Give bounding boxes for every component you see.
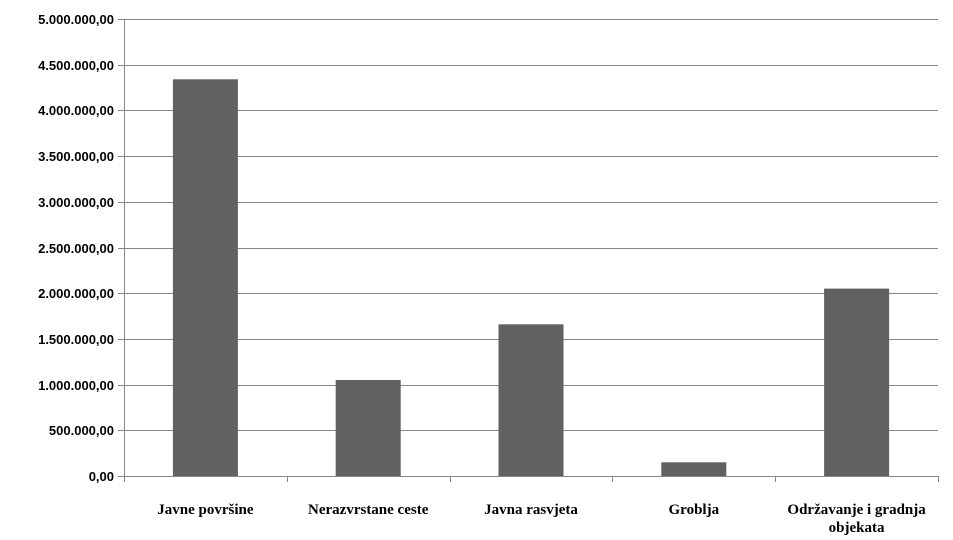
- bar: [498, 324, 564, 476]
- y-tick-label: 3.500.000,00: [38, 149, 114, 164]
- y-tick-label: 1.000.000,00: [38, 378, 114, 393]
- gridlines: [124, 19, 938, 431]
- x-tick-labels: Javne površine Nerazvrstane ceste Javna ra…: [157, 502, 926, 536]
- bar: [335, 380, 401, 476]
- y-tick-labels: 0,00 500.000,00 1.000.000,00 1.500.000,00 2.…: [38, 12, 114, 484]
- bars: [172, 79, 890, 477]
- y-tick-label: 2.000.000,00: [38, 286, 114, 301]
- y-tick-label: 4.500.000,00: [38, 58, 114, 73]
- y-tick-label: 500.000,00: [49, 423, 114, 438]
- x-tick-label: Groblja: [669, 502, 720, 518]
- y-tick-label: 1.500.000,00: [38, 332, 114, 347]
- x-tick-label: Održavanje i gradnja objekata: [787, 502, 926, 536]
- x-tick-label: Javna rasvjeta: [484, 502, 578, 518]
- y-tick-label: 5.000.000,00: [38, 12, 114, 27]
- y-tick-label: 3.000.000,00: [38, 195, 114, 210]
- y-tick-label: 4.000.000,00: [38, 103, 114, 118]
- bar: [824, 288, 890, 476]
- y-tick-label: 0,00: [89, 469, 114, 484]
- x-tick-label: Javne površine: [157, 502, 254, 518]
- y-tick-label: 2.500.000,00: [38, 241, 114, 256]
- axes: [118, 19, 939, 482]
- bar: [661, 462, 727, 476]
- bar: [172, 79, 238, 477]
- x-tick-label: Nerazvrstane ceste: [308, 502, 429, 518]
